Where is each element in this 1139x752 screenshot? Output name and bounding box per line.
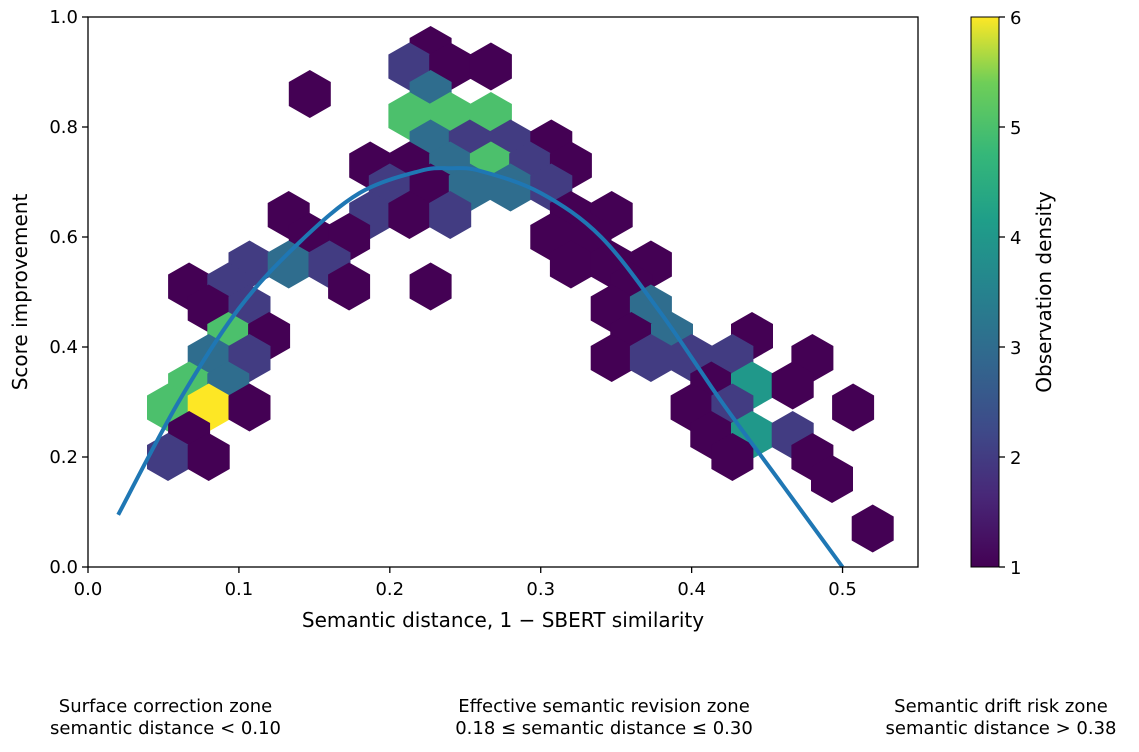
y-tick-label: 0.4 bbox=[49, 337, 78, 358]
y-tick-label: 0.0 bbox=[49, 557, 78, 578]
hexbin-chart: 0.0 0.1 0.2 0.3 0.4 0.5 0.0 0.2 0.4 0.6 0.8 1.0 Se… bbox=[8, 7, 1056, 632]
colorbar-ticks: 1 2 3 4 5 6 bbox=[999, 8, 1021, 579]
hex-bin bbox=[629, 334, 672, 382]
hex-bin bbox=[228, 383, 271, 432]
hex-bin bbox=[267, 240, 310, 289]
hex-bin bbox=[832, 383, 875, 432]
hex-bin bbox=[187, 433, 230, 481]
hex-bin bbox=[147, 433, 189, 481]
colorbar-tick-label: 2 bbox=[1010, 448, 1021, 469]
x-axis-label: Semantic distance, 1 − SBERT similarity bbox=[302, 608, 704, 632]
y-tick-label: 0.8 bbox=[49, 117, 78, 138]
x-tick-label: 0.1 bbox=[225, 579, 254, 600]
hex-bin bbox=[288, 70, 331, 118]
zone-surface-correction: Surface correction zone semantic distanc… bbox=[23, 696, 308, 740]
x-tick-label: 0.2 bbox=[375, 579, 404, 600]
y-tick-label: 1.0 bbox=[49, 7, 78, 28]
hex-bin bbox=[851, 504, 894, 553]
fit-curve bbox=[116, 166, 845, 569]
colorbar bbox=[970, 16, 1000, 568]
x-tick-label: 0.0 bbox=[74, 579, 103, 600]
x-tick-label: 0.5 bbox=[828, 579, 857, 600]
zone-range: 0.18 ≤ semantic distance ≤ 0.30 bbox=[455, 718, 753, 739]
y-axis-ticks: 0.0 0.2 0.4 0.6 0.8 1.0 bbox=[49, 7, 88, 578]
colorbar-tick-label: 1 bbox=[1010, 558, 1021, 579]
hex-bin bbox=[388, 191, 431, 239]
zone-title: Semantic drift risk zone bbox=[894, 696, 1108, 717]
hex-bin bbox=[771, 361, 814, 410]
zone-range: semantic distance > 0.38 bbox=[885, 718, 1117, 739]
y-tick-label: 0.6 bbox=[49, 227, 78, 248]
x-tick-label: 0.4 bbox=[677, 579, 706, 600]
zone-title: Surface correction zone bbox=[58, 696, 273, 717]
hex-bin bbox=[711, 433, 754, 481]
y-tick-label: 0.2 bbox=[49, 447, 78, 468]
colorbar-tick-label: 3 bbox=[1010, 338, 1021, 359]
hex-bin bbox=[409, 262, 452, 311]
plot-frame bbox=[87, 16, 919, 568]
hex-bin bbox=[469, 42, 512, 91]
colorbar-label: Observation density bbox=[1032, 191, 1056, 393]
zone-effective-revision: Effective semantic revision zone 0.18 ≤ … bbox=[418, 696, 790, 740]
hex-bin bbox=[811, 455, 853, 503]
colorbar-tick-label: 4 bbox=[1010, 228, 1021, 249]
hex-bin bbox=[590, 334, 633, 382]
zone-range: semantic distance < 0.10 bbox=[50, 718, 281, 739]
hex-bin bbox=[429, 191, 472, 239]
zone-semantic-drift: Semantic drift risk zone semantic distan… bbox=[866, 696, 1136, 740]
colorbar-tick-label: 6 bbox=[1010, 8, 1021, 29]
zone-title: Effective semantic revision zone bbox=[458, 696, 750, 717]
x-axis-ticks: 0.0 0.1 0.2 0.3 0.4 0.5 bbox=[74, 567, 857, 600]
hex-bin bbox=[549, 240, 592, 289]
hex-bin bbox=[328, 262, 371, 311]
x-tick-label: 0.3 bbox=[526, 579, 555, 600]
hexbin-layer bbox=[147, 26, 894, 553]
y-axis-label: Score improvement bbox=[8, 194, 32, 391]
colorbar-tick-label: 5 bbox=[1010, 118, 1021, 139]
